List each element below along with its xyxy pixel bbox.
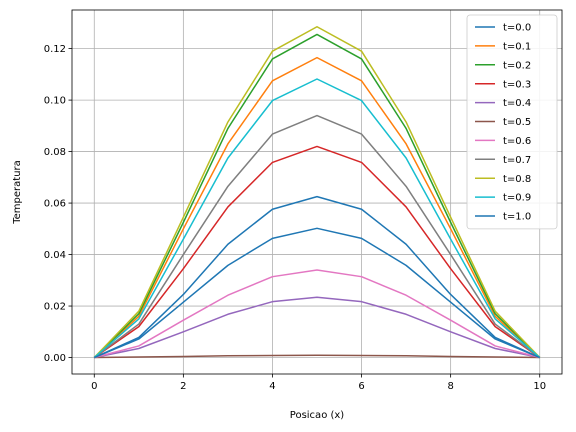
plot-frame	[71, 9, 563, 375]
legend-box	[466, 14, 558, 230]
series-line-t=0.7	[93, 114, 541, 359]
y-tick-label: 0.12	[44, 44, 66, 55]
legend-label: t=0.5	[503, 117, 531, 128]
series-line-t=0.1	[93, 56, 541, 359]
y-axis-label: Temperatura	[12, 160, 23, 225]
series-line-t=0.5	[94, 354, 540, 359]
y-tick-label: 0.10	[44, 96, 66, 107]
y-tick-label: 0.00	[44, 353, 66, 364]
x-tick-label: 10	[533, 381, 546, 392]
legend-label: t=0.3	[503, 79, 531, 90]
y-tick-label: 0.08	[44, 147, 66, 158]
series-line-t=0.9	[93, 78, 541, 359]
y-tick-label: 0.06	[44, 199, 66, 210]
legend-label: t=1.0	[503, 212, 531, 223]
series-line-t=0.2	[93, 33, 541, 359]
y-tick-label: 0.02	[44, 302, 66, 313]
legend-label: t=0.9	[503, 193, 531, 204]
legend-label: t=0.2	[503, 60, 531, 71]
legend-label: t=0.0	[503, 23, 531, 34]
legend-label: t=0.7	[503, 155, 531, 166]
x-tick-label: 8	[447, 381, 453, 392]
series-line-t=0.6	[94, 269, 540, 359]
y-axis-ticks: 0.00 0.02 0.04 0.06 0.08 0.10 0.12	[44, 44, 72, 364]
x-axis-ticks: 0 2 4 6 8 10	[91, 374, 546, 392]
x-tick-label: 6	[358, 381, 364, 392]
legend-label: t=0.1	[503, 42, 531, 53]
series-lines	[93, 25, 541, 359]
series-line-t=0.3	[93, 145, 541, 359]
series-line-t=0.8	[93, 25, 541, 359]
series-line-t=0.0	[93, 195, 541, 359]
x-axis-label: Posicao (x)	[290, 410, 345, 421]
series-line-t=0.4	[94, 296, 540, 359]
legend-label: t=0.4	[503, 98, 531, 109]
legend-label: t=0.8	[503, 174, 531, 185]
series-line-t=1.0	[93, 227, 541, 359]
x-tick-label: 0	[91, 381, 97, 392]
legend: t=0.0 t=0.1 t=0.2 t=0.3 t=0.4 t=0.5 t=0.6 t=0.7…	[466, 14, 558, 230]
y-tick-label: 0.04	[44, 250, 66, 261]
legend-label: t=0.6	[503, 136, 531, 147]
x-tick-label: 4	[269, 381, 275, 392]
x-tick-label: 2	[180, 381, 186, 392]
